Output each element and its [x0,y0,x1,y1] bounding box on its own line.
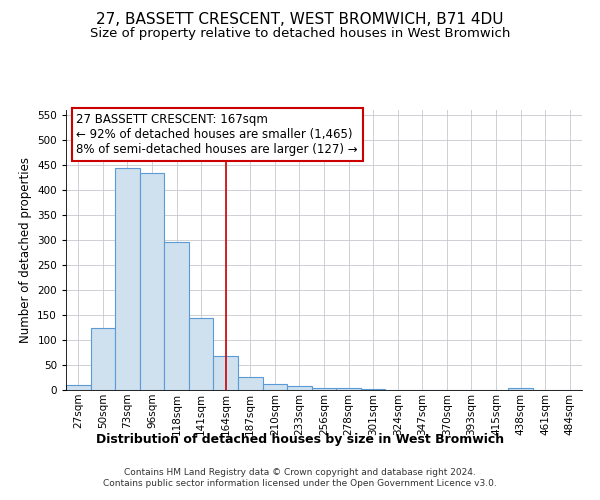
Bar [238,376,263,390]
Bar [214,356,238,390]
Text: 27 BASSETT CRESCENT: 167sqm
← 92% of detached houses are smaller (1,465)
8% of s: 27 BASSETT CRESCENT: 167sqm ← 92% of det… [76,113,358,156]
Text: Size of property relative to detached houses in West Bromwich: Size of property relative to detached ho… [90,28,510,40]
Text: 27, BASSETT CRESCENT, WEST BROMWICH, B71 4DU: 27, BASSETT CRESCENT, WEST BROMWICH, B71… [96,12,504,28]
Bar [66,385,91,390]
Bar [91,328,115,390]
Bar [312,388,336,390]
Bar [287,386,312,390]
Bar [140,172,164,390]
Bar [189,318,214,390]
Text: Distribution of detached houses by size in West Bromwich: Distribution of detached houses by size … [96,432,504,446]
Bar [508,388,533,390]
Text: Contains HM Land Registry data © Crown copyright and database right 2024.
Contai: Contains HM Land Registry data © Crown c… [103,468,497,487]
Bar [164,242,189,390]
Bar [336,388,361,390]
Bar [361,389,385,390]
Bar [115,168,140,390]
Y-axis label: Number of detached properties: Number of detached properties [19,157,32,343]
Bar [263,384,287,390]
